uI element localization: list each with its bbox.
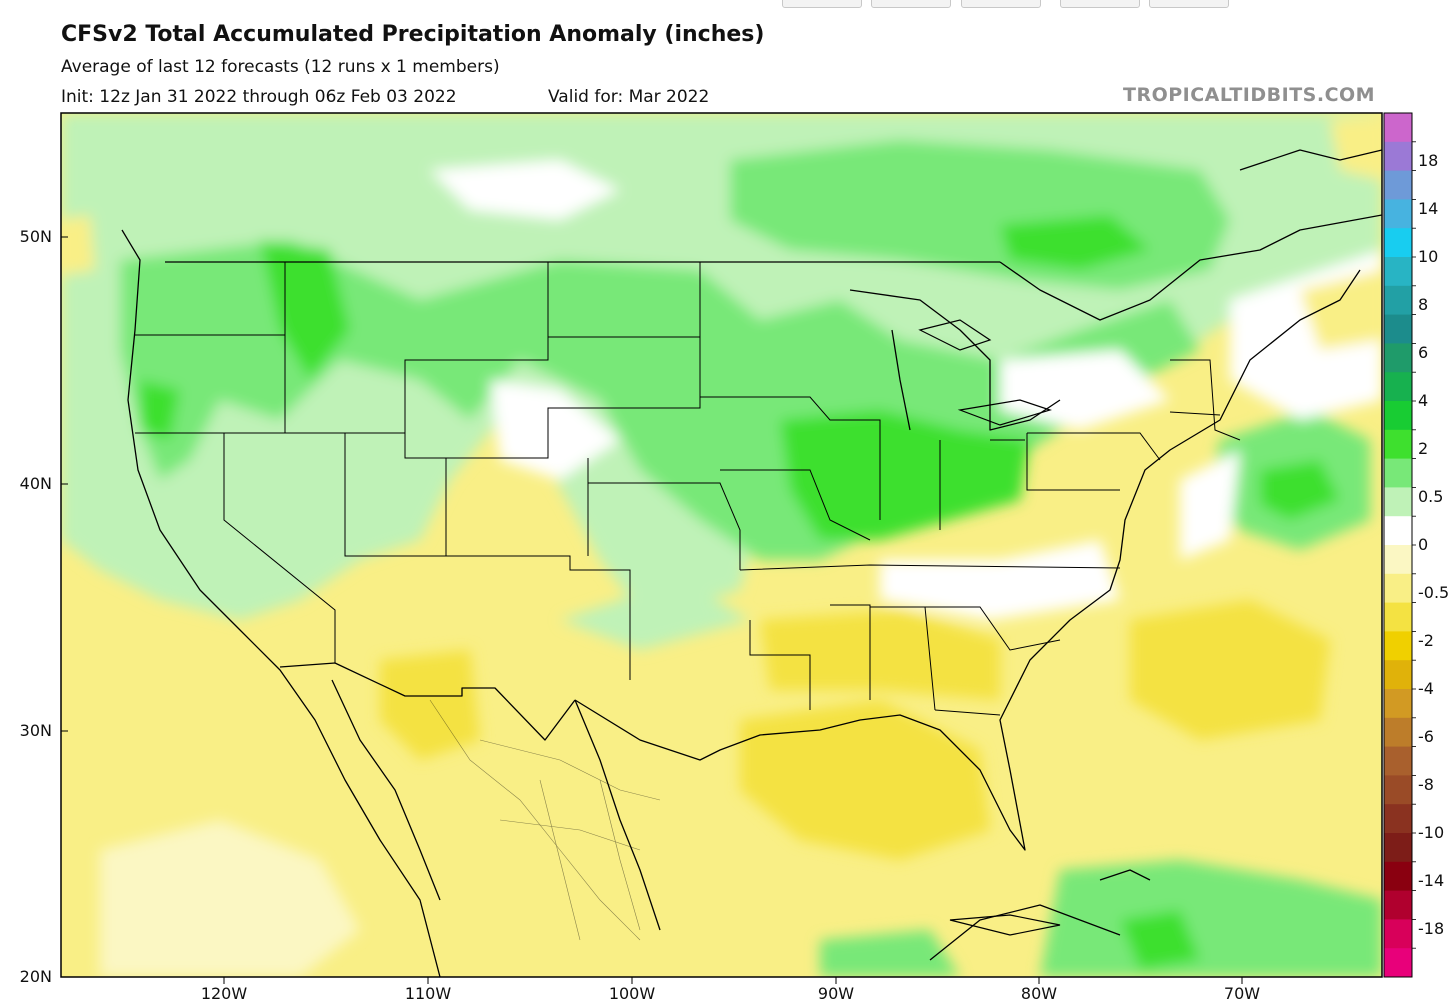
colorbar-segment (1384, 257, 1412, 287)
colorbar-segment (1384, 545, 1412, 575)
colorbar-segment (1384, 372, 1412, 402)
colorbar-segment (1384, 573, 1412, 604)
map-subtitle: Average of last 12 forecasts (12 runs x … (61, 57, 500, 77)
lon-label-80w: 80W (1020, 984, 1058, 1003)
colorbar-label: 18 (1418, 151, 1439, 170)
lon-label-100w: 100W (608, 984, 656, 1003)
colorbar-label: -10 (1418, 823, 1445, 842)
colorbar-segment (1384, 660, 1412, 690)
lon-label-120w: 120W (200, 984, 248, 1003)
brand-watermark: TROPICALTIDBITS.COM (1123, 84, 1376, 106)
lat-label-20n: 20N (19, 967, 52, 986)
valid-time: Valid for: Mar 2022 (548, 87, 710, 107)
mexico-states (429, 699, 661, 941)
colorbar-segment (1384, 343, 1412, 373)
colorbar-segment (1384, 631, 1412, 661)
state-lines (135, 262, 1241, 716)
colorbar-segment (1384, 746, 1412, 776)
colorbar-label: 0 (1418, 535, 1429, 554)
map-frame (60, 112, 1383, 978)
colorbar-label: 2 (1418, 439, 1429, 458)
colorbar-segment (1384, 314, 1412, 344)
colorbar-segment (1384, 141, 1412, 172)
graticule (61, 236, 1243, 984)
lon-label-70w: 70W (1223, 984, 1261, 1003)
colorbar-label: 10 (1418, 247, 1439, 266)
colorbar-segment (1384, 602, 1412, 632)
map-title: CFSv2 Total Accumulated Precipitation An… (61, 22, 765, 47)
coastlines-and-borders (121, 149, 1382, 977)
colorbar-segment (1384, 775, 1412, 805)
colorbar-segment (1384, 113, 1412, 143)
anomaly-field (61, 113, 1382, 977)
colorbar-label: -6 (1418, 727, 1434, 746)
toolbar-button-5[interactable] (1149, 0, 1229, 8)
colorbar-segment (1384, 689, 1412, 719)
colorbar-segment (1384, 516, 1412, 546)
colorbar-segment (1384, 890, 1412, 920)
init-time: Init: 12z Jan 31 2022 through 06z Feb 03… (61, 87, 457, 107)
colorbar-label: -18 (1418, 919, 1445, 938)
colorbar-segment (1384, 948, 1412, 978)
colorbar-segment (1384, 285, 1412, 316)
colorbar-segment (1384, 170, 1412, 200)
colorbar-segment (1384, 228, 1412, 258)
colorbar-label: 0.5 (1418, 487, 1444, 506)
toolbar-button-4[interactable] (1060, 0, 1140, 8)
toolbar-button-1[interactable] (782, 0, 862, 8)
lon-label-90w: 90W (817, 984, 855, 1003)
colorbar-label: -2 (1418, 631, 1434, 650)
toolbar-button-3[interactable] (961, 0, 1041, 8)
colorbar-label: 14 (1418, 199, 1439, 218)
lat-label-50n: 50N (19, 227, 52, 246)
lon-label-110w: 110W (404, 984, 452, 1003)
colorbar-segment (1384, 401, 1412, 431)
colorbar-segment (1384, 458, 1412, 488)
colorbar-segment (1384, 429, 1412, 460)
colorbar-segment (1384, 199, 1412, 229)
lat-label-40n: 40N (19, 474, 52, 493)
colorbar-label: -4 (1418, 679, 1434, 698)
colorbar-label: 6 (1418, 343, 1429, 362)
colorbar-label: 8 (1418, 295, 1429, 314)
colorbar-segment (1384, 833, 1412, 863)
colorbar-label: 4 (1418, 391, 1429, 410)
colorbar-label: -14 (1418, 871, 1445, 890)
colorbar (1383, 112, 1416, 978)
colorbar-segment (1384, 487, 1412, 517)
colorbar-segment (1384, 804, 1412, 834)
colorbar-segment (1384, 717, 1412, 748)
colorbar-segment (1384, 919, 1412, 949)
colorbar-segment (1384, 861, 1412, 892)
colorbar-label: -0.5 (1418, 583, 1450, 602)
toolbar-button-2[interactable] (871, 0, 951, 8)
lat-label-30n: 30N (19, 721, 52, 740)
colorbar-label: -8 (1418, 775, 1434, 794)
lakes-and-islands (918, 319, 1061, 936)
